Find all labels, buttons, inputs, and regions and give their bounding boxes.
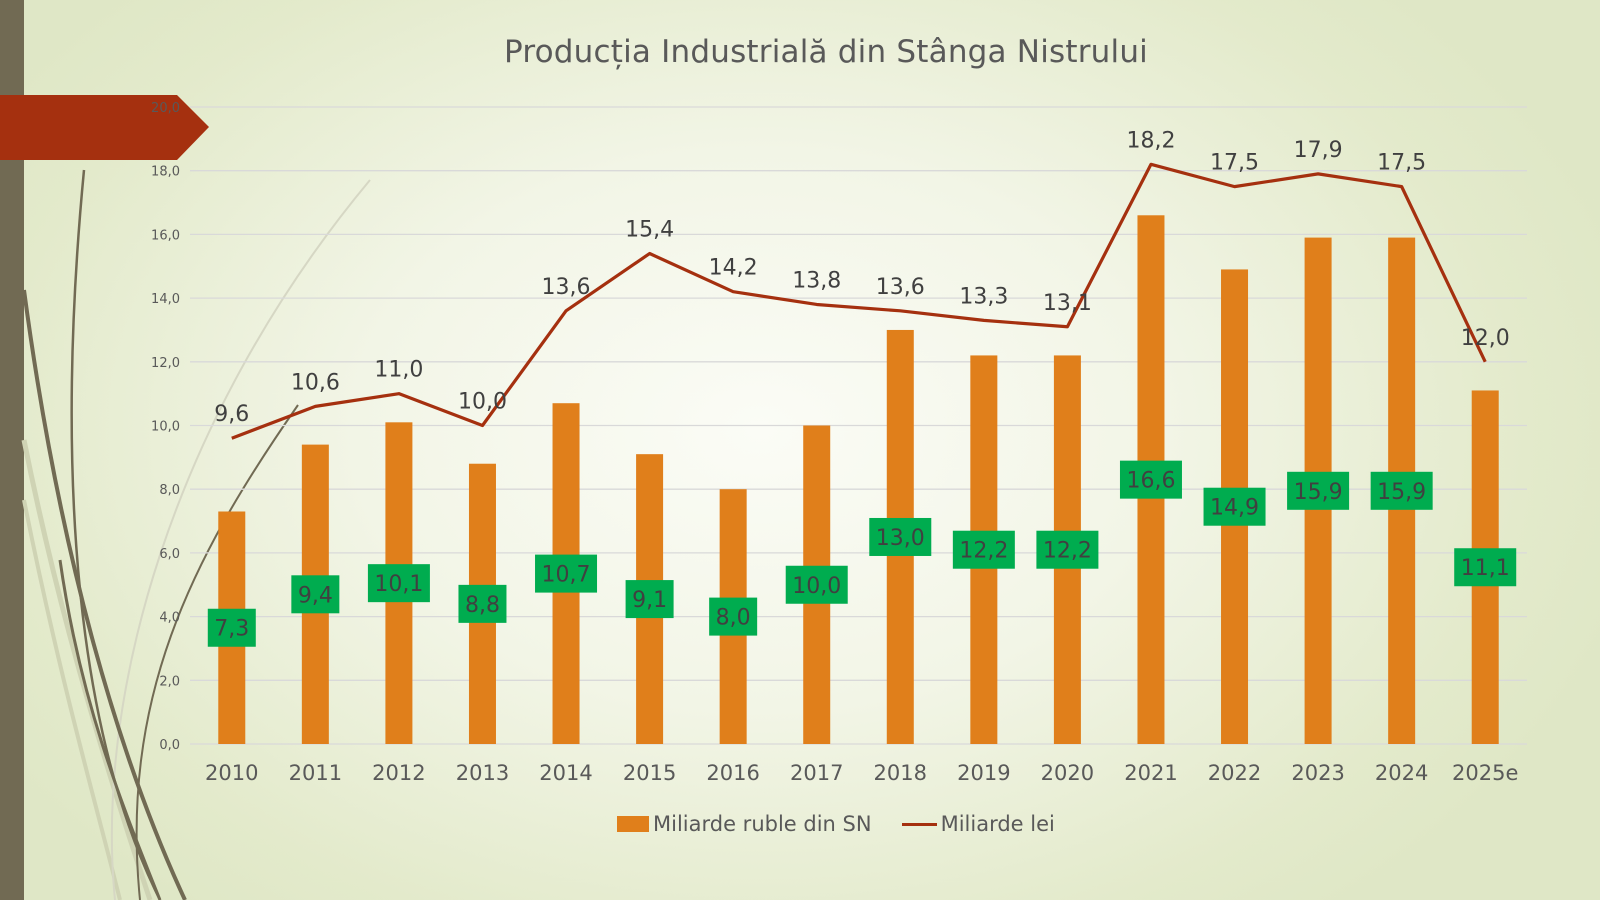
y-tick-label: 18,0: [151, 165, 180, 180]
bar-data-label-box: [1287, 471, 1350, 510]
x-tick-label: 2024: [1375, 761, 1428, 785]
line-data-label: 10,0: [458, 390, 507, 415]
x-tick-label: 2020: [1041, 761, 1094, 785]
x-tick-label: 2014: [539, 761, 592, 785]
bar-data-label: 8,0: [716, 606, 751, 631]
legend-swatch-line: [901, 822, 937, 826]
x-tick-label: 2018: [874, 761, 927, 785]
bar-data-label: 12,2: [959, 539, 1008, 564]
legend-label-ruble: Miliarde ruble din SN: [653, 812, 872, 836]
x-tick-label: 2011: [289, 761, 342, 785]
legend-swatch-bar: [617, 816, 649, 832]
line-data-label: 10,6: [291, 370, 340, 395]
bar-data-label-box: [625, 580, 674, 619]
legend-label-lei: Miliarde lei: [940, 812, 1055, 836]
y-tick-label: 8,0: [159, 483, 180, 498]
x-tick-label: 2019: [957, 761, 1010, 785]
bar-data-label-box: [1036, 530, 1099, 569]
y-tick-label: 0,0: [159, 738, 180, 753]
bar-data-label: 15,9: [1377, 480, 1426, 505]
bar-data-label-box: [1370, 471, 1433, 510]
line-data-label: 13,3: [959, 284, 1008, 309]
line-data-label: 17,5: [1377, 151, 1426, 176]
line-data-label: 14,2: [709, 256, 758, 281]
line-data-label: 13,8: [792, 268, 841, 293]
legend-item-lei[interactable]: Miliarde lei: [901, 812, 1055, 836]
x-tick-label: 2016: [706, 761, 759, 785]
bar-data-label-box: [869, 517, 932, 556]
line-series-lei: [231, 162, 1487, 440]
legend-item-ruble[interactable]: Miliarde ruble din SN: [617, 812, 872, 836]
y-tick-label: 10,0: [151, 420, 180, 435]
bar-data-label: 16,6: [1126, 469, 1175, 494]
bar-data-label: 9,4: [298, 583, 333, 608]
bar-data-label-box: [1203, 487, 1266, 526]
bar-data-label-box: [1454, 548, 1517, 587]
line-data-label: 13,6: [876, 275, 925, 300]
bar-data-label-box: [291, 575, 340, 614]
bar-data-label-box: [207, 608, 256, 647]
x-tick-label: 2022: [1208, 761, 1261, 785]
bar-data-label: 10,0: [792, 574, 841, 599]
line-data-label: 13,6: [542, 275, 591, 300]
line-data-label: 18,2: [1126, 128, 1175, 153]
x-tick-label: 2013: [456, 761, 509, 785]
x-tick-label: 2021: [1124, 761, 1177, 785]
bar-data-label: 9,1: [632, 588, 667, 613]
x-tick-label: 2010: [205, 761, 258, 785]
line-data-label: 17,5: [1210, 151, 1259, 176]
line-data-label: 12,0: [1461, 326, 1510, 351]
bar-data-label-box: [367, 564, 430, 603]
x-tick-label: 2012: [372, 761, 425, 785]
bar-data-label-box: [458, 584, 507, 623]
line-data-label: 11,0: [374, 358, 423, 383]
bar-data-label-box: [1119, 460, 1182, 499]
y-tick-label: 14,0: [151, 292, 180, 307]
x-tick-label: 2017: [790, 761, 843, 785]
bar-data-label-box: [952, 530, 1015, 569]
bar-data-label-box: [535, 554, 598, 593]
x-tick-label: 2015: [623, 761, 676, 785]
line-data-label: 17,9: [1294, 138, 1343, 163]
bar-data-label: 7,3: [214, 617, 249, 642]
bar-data-label: 15,9: [1294, 480, 1343, 505]
line-data-label: 13,1: [1043, 291, 1092, 316]
x-tick-label: 2025e: [1452, 761, 1518, 785]
chart-title: Producția Industrială din Stânga Nistrul…: [504, 34, 1148, 70]
bar-data-label: 13,0: [876, 526, 925, 551]
y-tick-label: 12,0: [151, 356, 180, 371]
x-tick-label: 2023: [1291, 761, 1344, 785]
bar-data-label: 8,8: [465, 593, 500, 618]
bar-data-label-box: [785, 565, 848, 604]
line-data-label: 9,6: [214, 402, 249, 427]
y-tick-label: 6,0: [159, 547, 180, 562]
y-tick-label: 4,0: [159, 611, 180, 626]
y-tick-label: 2,0: [159, 674, 180, 689]
bar-data-label: 10,1: [374, 572, 423, 597]
y-tick-label: 20,0: [151, 101, 180, 116]
bar-data-label: 14,9: [1210, 496, 1259, 521]
bar-data-label: 10,7: [542, 563, 591, 588]
chart-legend: Miliarde ruble din SN Miliarde lei: [617, 812, 1055, 836]
bar-data-label: 11,1: [1461, 556, 1510, 581]
line-data-label: 15,4: [625, 218, 674, 243]
bar-data-label-box: [709, 597, 758, 636]
y-tick-label: 16,0: [151, 228, 180, 243]
bar-data-label: 12,2: [1043, 539, 1092, 564]
